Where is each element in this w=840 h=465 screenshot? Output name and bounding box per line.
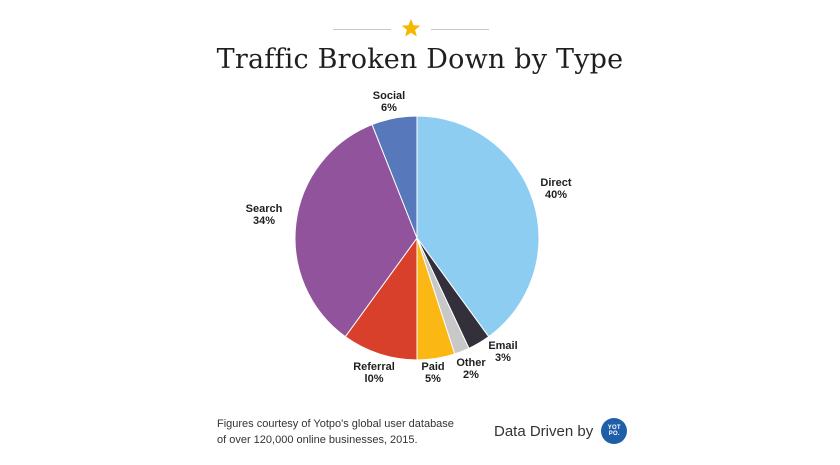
source-note-line-2: of over 120,000 online businesses, 2015. [217,434,418,446]
ornament-line-right [431,29,489,30]
star-icon [401,19,421,37]
pie-slice-social [371,115,418,239]
slice-value-direct: 40% [545,189,567,201]
logo-line-2: PO. [608,431,620,437]
slice-label-search: Search [246,203,283,215]
slice-value-search: 34% [253,215,275,227]
slice-value-email: 3% [495,352,511,364]
header-ornament [333,18,489,42]
slice-value-paid: 5% [425,373,441,385]
slice-label-social: Social [373,90,405,102]
ornament-line-left [333,29,391,30]
brand-text: Data Driven by [494,422,594,440]
pie-slice-direct [416,115,540,338]
logo-line-1: YOT [607,425,621,431]
slice-label-other: Other [456,357,486,369]
source-note-line-1: Figures courtesy of Yotpo's global user … [217,418,454,430]
slice-label-referral: Referral [353,361,395,373]
slice-value-other: 2% [463,369,479,381]
slice-label-direct: Direct [540,177,572,189]
slice-label-paid: Paid [421,361,444,373]
chart-title: Traffic Broken Down by Type [216,44,624,75]
yotpo-logo-icon: YOT PO. [601,418,628,444]
slice-value-referral: l0% [365,373,384,385]
pie-slice-referral [344,236,418,361]
source-note: Figures courtesy of Yotpo's global user … [217,416,487,448]
slice-value-social: 6% [381,102,397,114]
slice-label-email: Email [488,340,517,352]
brand: Data Driven by YOT PO. [494,417,628,445]
pie-slice-search [294,123,418,338]
